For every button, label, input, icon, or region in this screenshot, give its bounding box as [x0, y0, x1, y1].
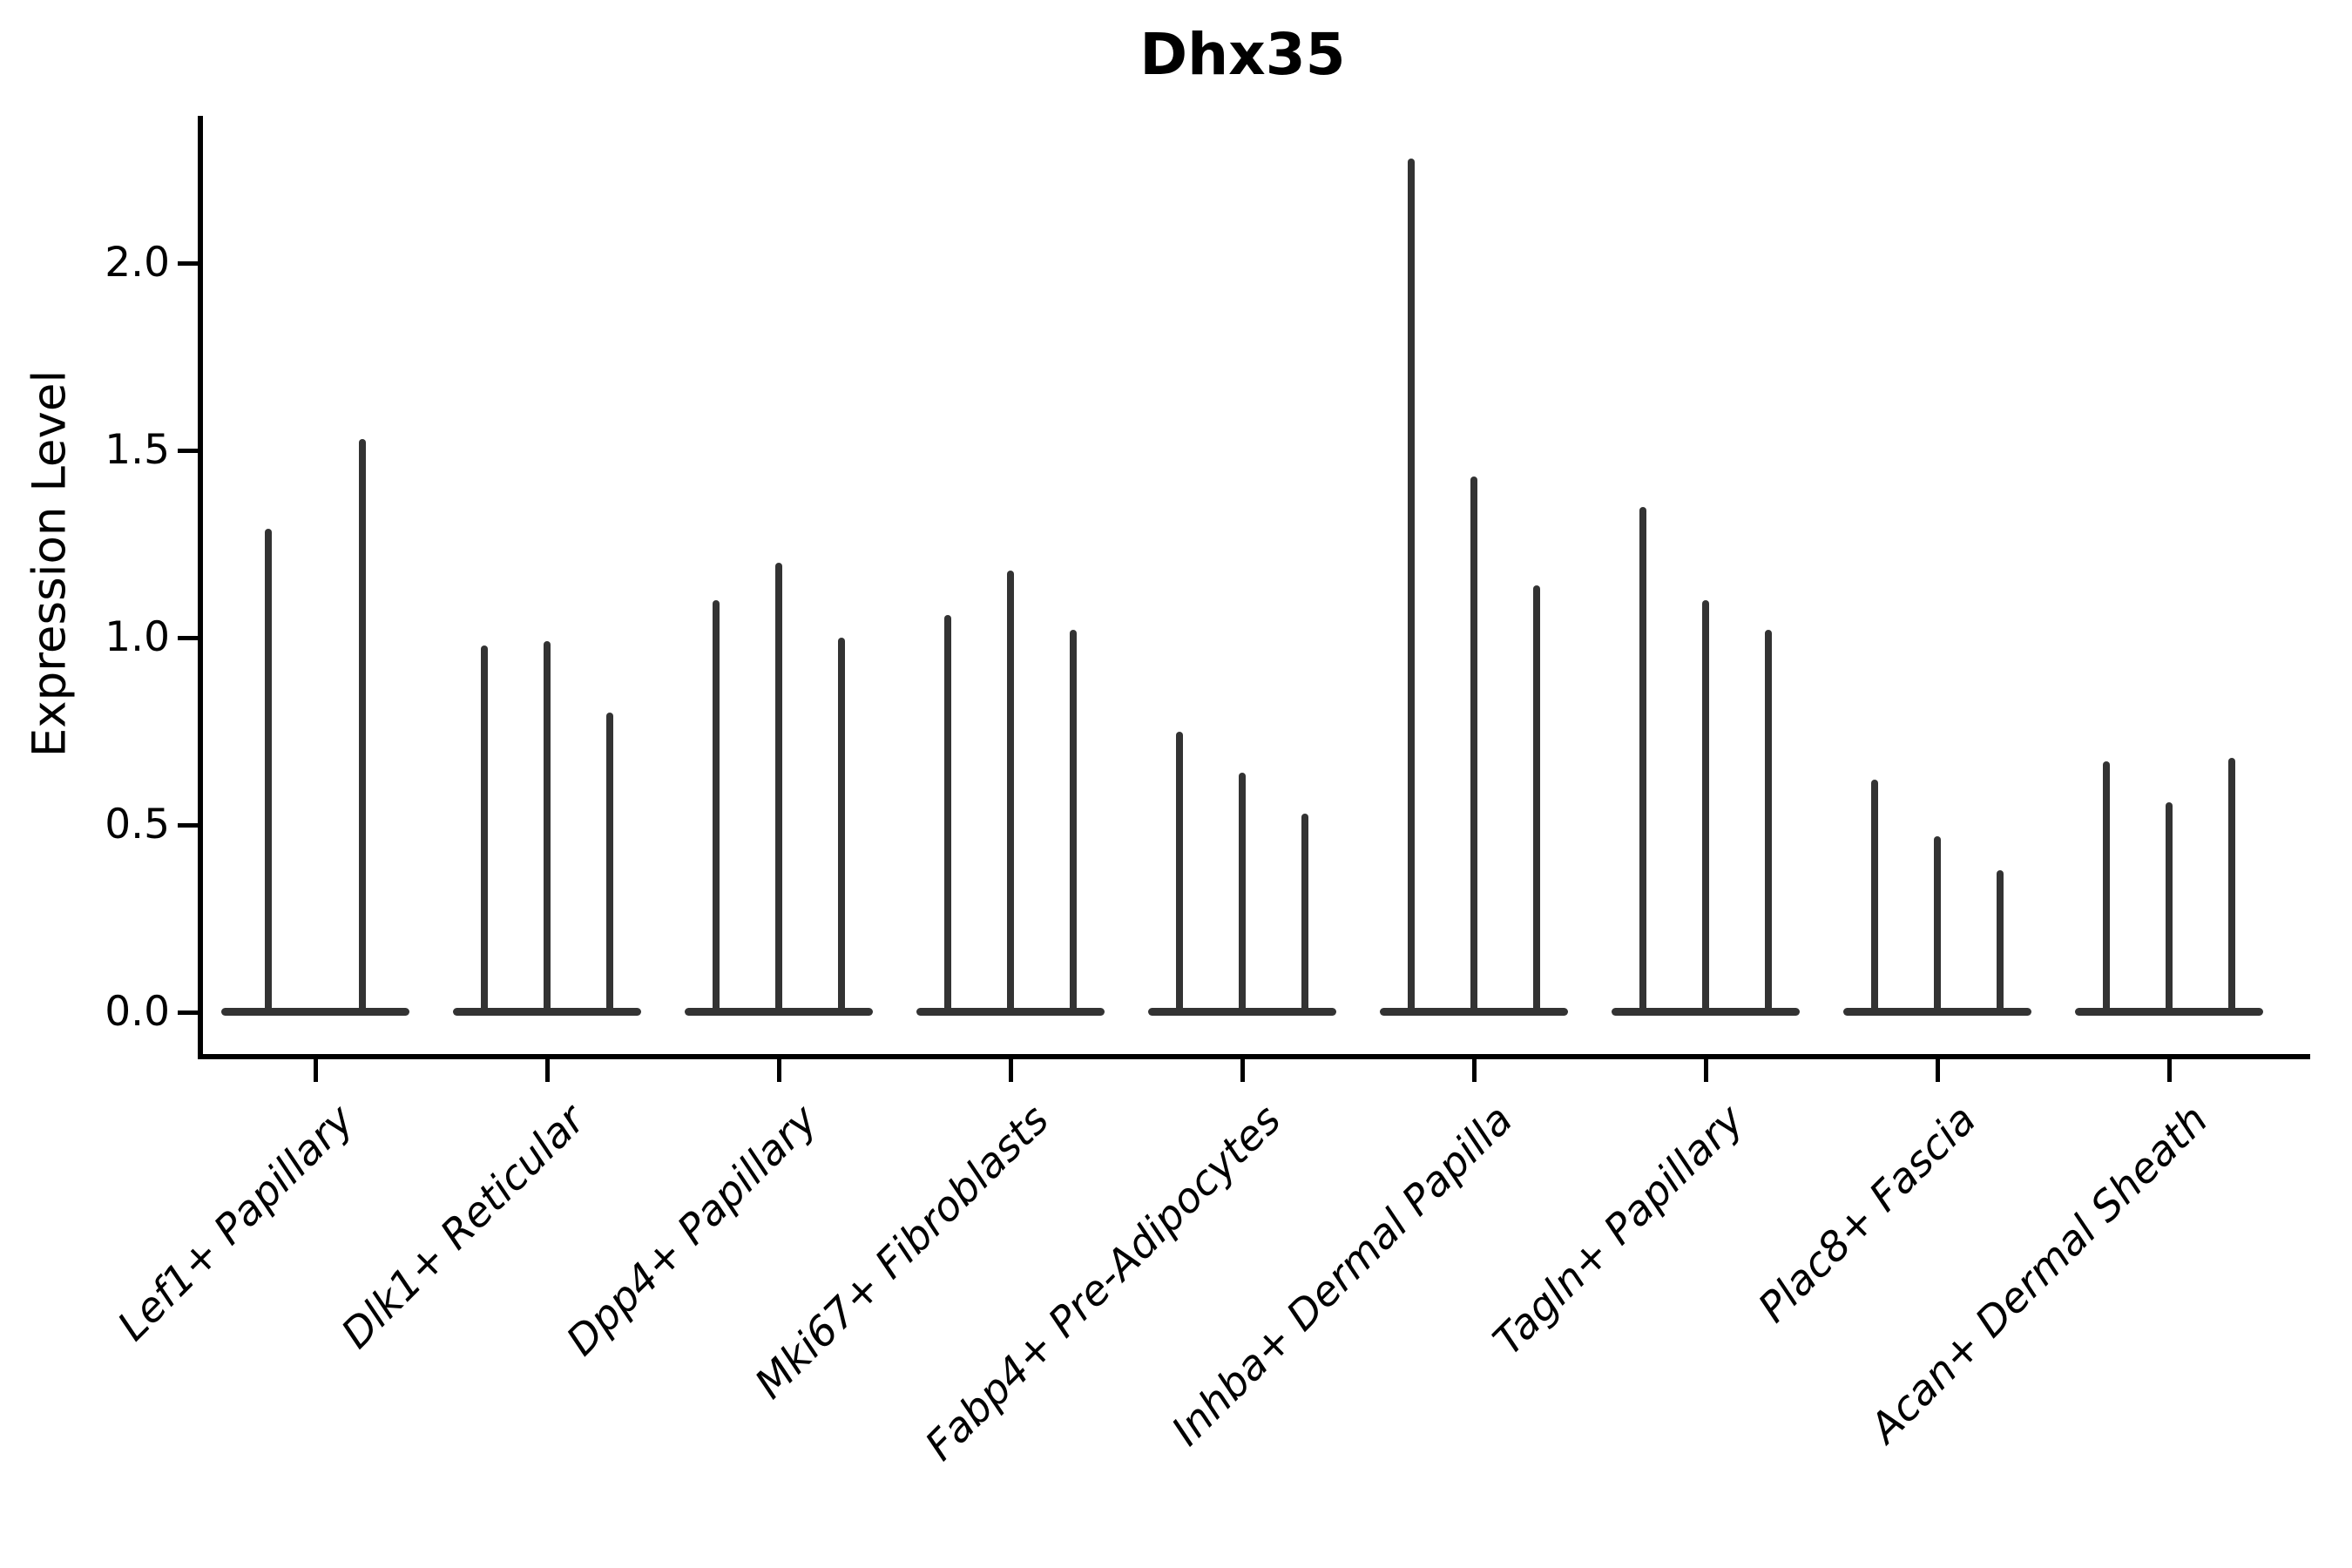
x-tick-label: Lef1+ Papillary: [108, 1096, 363, 1351]
violin-spike: [1239, 772, 1246, 1014]
y-tick-label: 1.0: [105, 613, 170, 661]
x-tick-mark: [1471, 1059, 1477, 1082]
y-tick-label: 1.5: [105, 426, 170, 474]
y-axis-spine: [198, 116, 203, 1059]
y-axis-label: Expression Level: [23, 369, 77, 758]
x-tick-mark: [544, 1059, 550, 1082]
violin-spike: [1934, 835, 1941, 1014]
y-tick-mark: [178, 260, 199, 266]
y-tick-label: 2.0: [105, 239, 170, 287]
violin-spike: [944, 615, 951, 1014]
chart-title: Dhx35: [1139, 21, 1346, 88]
x-tick-mark: [1240, 1059, 1245, 1082]
violin-spike: [1533, 585, 1540, 1014]
violin-spike: [1007, 570, 1014, 1014]
x-tick-mark: [2166, 1059, 2172, 1082]
y-tick-mark: [178, 448, 199, 453]
violin-spike: [481, 645, 488, 1014]
violin-spike: [544, 641, 551, 1014]
x-tick-mark: [1008, 1059, 1013, 1082]
violin-spike: [1871, 780, 1878, 1014]
violin-spike: [1639, 506, 1646, 1014]
y-tick-mark: [178, 1010, 199, 1015]
y-tick-mark: [178, 635, 199, 640]
violin-spike: [1301, 814, 1308, 1014]
violin-spike: [838, 638, 845, 1014]
violin-spike: [775, 563, 782, 1014]
y-tick-mark: [178, 822, 199, 828]
violin-spike: [2103, 760, 2110, 1014]
violin-spike: [2228, 757, 2235, 1014]
violin-spike: [359, 439, 366, 1014]
x-tick-label: Dlk1+ Reticular: [332, 1096, 595, 1358]
y-tick-label: 0.5: [105, 801, 170, 848]
x-tick-label: Tagln+ Papillary: [1484, 1096, 1754, 1365]
violin-spike: [265, 529, 272, 1014]
violin-spike: [1176, 731, 1183, 1014]
violin-spike: [1997, 869, 2004, 1014]
x-axis-spine: [198, 1054, 2310, 1059]
x-tick-mark: [776, 1059, 781, 1082]
violin-spike: [606, 713, 613, 1014]
violin-spike: [713, 600, 720, 1014]
violin-spike: [1470, 476, 1477, 1014]
violin-spike: [2166, 802, 2173, 1014]
violin-spike: [1765, 630, 1772, 1014]
x-tick-mark: [1935, 1059, 1940, 1082]
x-tick-label: Dpp4+ Papillary: [557, 1096, 827, 1366]
violin-spike: [1408, 158, 1415, 1014]
violin-spike: [1702, 600, 1709, 1014]
x-tick-mark: [1703, 1059, 1708, 1082]
y-tick-label: 0.0: [105, 988, 170, 1036]
violin-spike: [1070, 630, 1077, 1014]
x-tick-label: Plac8+ Fascia: [1748, 1096, 1985, 1333]
violin-base: [221, 1008, 409, 1016]
x-tick-mark: [313, 1059, 318, 1082]
